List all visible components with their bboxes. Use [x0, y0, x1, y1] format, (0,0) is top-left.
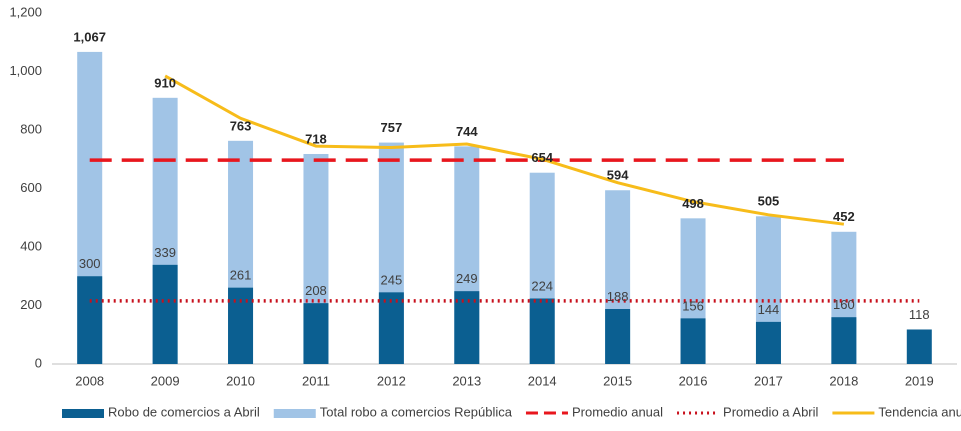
data-label: 224 [531, 278, 553, 293]
data-label: 249 [456, 271, 478, 286]
data-label: 763 [230, 118, 252, 133]
y-tick-label: 1,000 [9, 63, 42, 78]
x-tick-label: 2016 [679, 373, 708, 388]
legend-label: Promedio anual [572, 404, 663, 419]
x-tick-label: 2015 [603, 373, 632, 388]
bar [152, 264, 178, 364]
y-tick-label: 600 [20, 180, 42, 195]
data-label: 188 [607, 289, 629, 304]
data-label: 208 [305, 283, 327, 298]
bar [529, 298, 555, 364]
legend-swatch [273, 409, 316, 418]
bar [77, 276, 103, 364]
bar [680, 318, 706, 364]
data-label: 339 [154, 245, 176, 260]
x-tick-label: 2014 [528, 373, 557, 388]
x-tick-label: 2009 [151, 373, 180, 388]
legend-label: Promedio a Abril [723, 404, 818, 419]
x-tick-label: 2010 [226, 373, 255, 388]
bar [755, 321, 781, 364]
data-label: 261 [230, 268, 252, 283]
data-label: 245 [381, 272, 403, 287]
data-label: 300 [79, 256, 101, 271]
bar [303, 303, 329, 364]
bar [454, 291, 480, 364]
line [164, 74, 845, 226]
data-label: 1,067 [73, 29, 106, 44]
x-tick-label: 2008 [75, 373, 104, 388]
data-label: 160 [833, 297, 855, 312]
data-label: 118 [909, 307, 930, 322]
bar [378, 292, 404, 364]
x-tick-label: 2018 [829, 373, 858, 388]
legend-label: Tendencia anual [878, 404, 961, 419]
data-label: 498 [682, 196, 704, 211]
legend-label: Total robo a comercios República [320, 404, 513, 419]
y-tick-label: 0 [35, 355, 42, 370]
x-tick-label: 2012 [377, 373, 406, 388]
data-label: 156 [682, 298, 704, 313]
y-tick-label: 200 [20, 297, 42, 312]
data-label: 718 [305, 131, 327, 146]
data-label: 757 [381, 120, 403, 135]
legend-label: Robo de comercios a Abril [108, 404, 260, 419]
bar [605, 309, 631, 364]
x-tick-label: 2017 [754, 373, 783, 388]
data-label: 910 [154, 75, 176, 90]
data-label: 452 [833, 209, 855, 224]
y-tick-label: 400 [20, 238, 42, 253]
x-tick-label: 2019 [905, 373, 934, 388]
data-label: 744 [456, 124, 478, 139]
y-tick-label: 1,200 [9, 4, 42, 19]
y-tick-label: 800 [20, 121, 42, 136]
data-label: 654 [531, 150, 553, 165]
data-label: 144 [758, 302, 780, 317]
data-label: 594 [607, 168, 629, 183]
data-label: 505 [758, 194, 780, 209]
bar [906, 329, 932, 364]
bar [831, 317, 857, 364]
x-tick-label: 2011 [302, 373, 330, 388]
legend-swatch [62, 409, 104, 418]
x-tick-label: 2013 [452, 373, 481, 388]
